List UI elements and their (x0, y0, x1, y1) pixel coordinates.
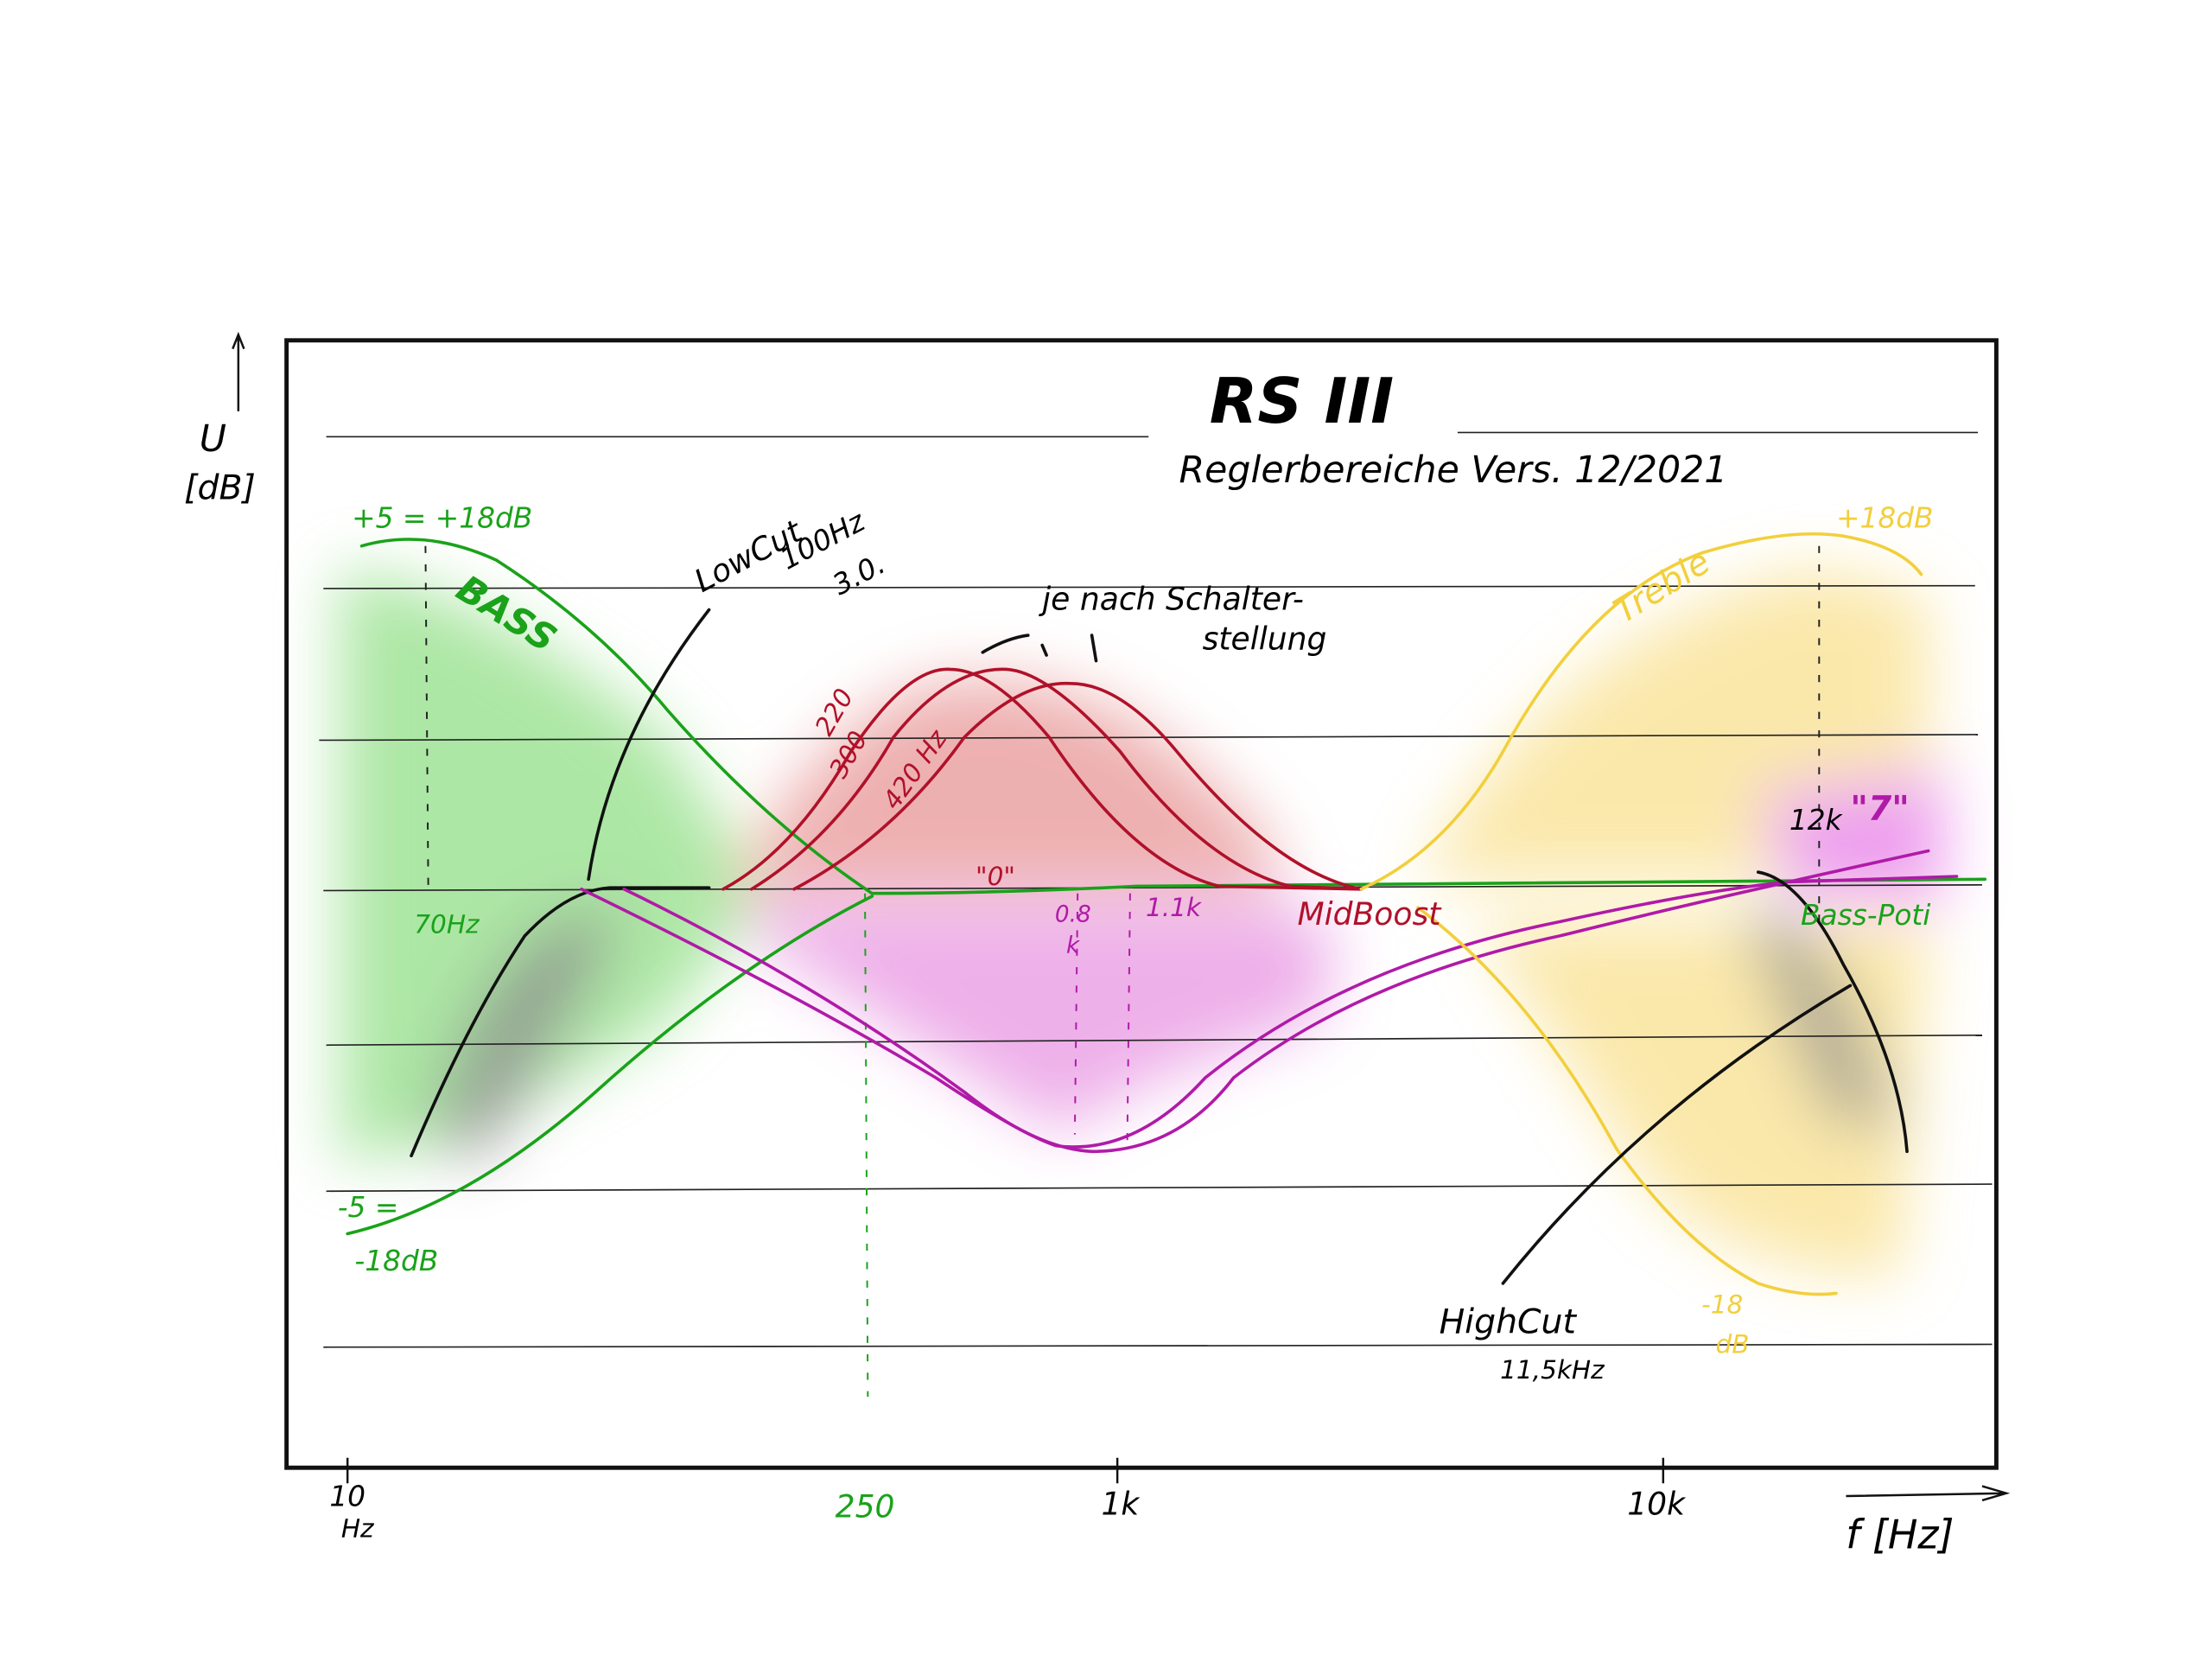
guides (424, 545, 1821, 1398)
presence-name: Bass-Poti (1801, 899, 1930, 932)
mid-note: je nach Schalter- (1038, 582, 1304, 618)
y-axis-label: U (200, 417, 226, 461)
x-tick-label: 10k (1627, 1486, 1687, 1522)
treble-cut: dB (1716, 1329, 1750, 1359)
axis-arrows (232, 331, 2011, 1502)
bass-boost: +5 = +18dB (352, 501, 532, 534)
y-axis-label: [dB] (184, 468, 256, 508)
highcut-label: HighCut (1440, 1302, 1578, 1341)
curves (346, 532, 1987, 1296)
highcut-label: 11,5kHz (1500, 1355, 1605, 1385)
x-tick-label: 250 (836, 1489, 895, 1525)
mid-note: stellung (1203, 621, 1327, 657)
lowcut-label: 3.0. (827, 547, 890, 602)
mid-zero: "0" (976, 862, 1015, 891)
bass-cut-db: -18dB (354, 1245, 438, 1277)
mid-cut-freq: k (1066, 933, 1081, 959)
bass-cut: -5 = (338, 1191, 399, 1224)
presence-freq: 12k (1789, 804, 1844, 837)
frame (284, 338, 1999, 1470)
x-axis-label: f [Hz] (1846, 1512, 1954, 1558)
title: RS III (1210, 366, 1394, 438)
x-tick-label: 10 (329, 1481, 365, 1513)
treble-boost: +18dB (1836, 501, 1934, 534)
presence-setting: "7" (1850, 788, 1909, 828)
mid-cut-freq: 1.1k (1146, 893, 1203, 922)
mid-name: MidBoost (1298, 896, 1443, 933)
bass-freq: 70Hz (414, 910, 480, 939)
treble-cut: -18 (1701, 1289, 1743, 1319)
shading (340, 567, 1943, 1277)
subtitle: Reglerbereiche Vers. 12/2021 (1179, 449, 1728, 492)
x-tick-label: 1k (1101, 1486, 1141, 1522)
mid-cut-freq: 0.8 (1055, 902, 1091, 928)
x-tick-label: Hz (341, 1514, 375, 1544)
